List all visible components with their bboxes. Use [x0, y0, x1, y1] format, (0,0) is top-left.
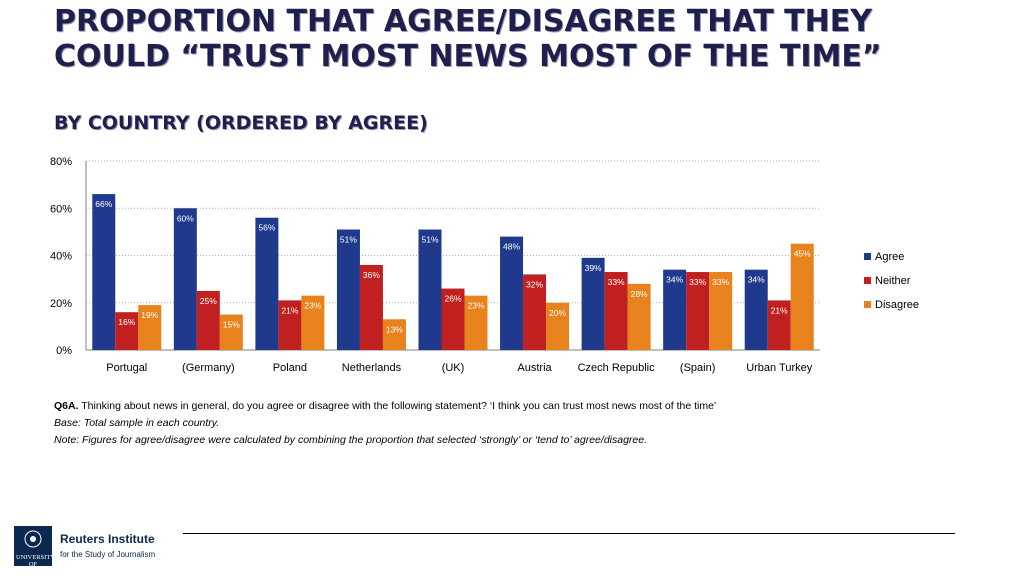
- bar-disagree: [138, 305, 162, 350]
- oxford-crest-icon: UNIVERSITY OF OXFORD: [14, 526, 55, 575]
- data-label: 51%: [421, 235, 438, 245]
- slide-title: PROPORTION THAT AGREE/DISAGREE THAT THEY…: [54, 4, 882, 74]
- data-label: 25%: [200, 296, 217, 306]
- data-label: 19%: [141, 310, 158, 320]
- bar-disagree: [382, 319, 406, 350]
- data-label: 28%: [631, 289, 648, 299]
- legend-label-disagree: Disagree: [875, 299, 919, 311]
- data-label: 33%: [689, 277, 706, 287]
- y-tick-label: 40%: [50, 251, 72, 263]
- bar-neither: [604, 272, 628, 350]
- legend-label-neither: Neither: [875, 275, 911, 287]
- bar-neither: [278, 300, 302, 350]
- y-tick-label: 60%: [50, 203, 72, 215]
- bar-disagree: [790, 243, 814, 350]
- bar-agree: [418, 229, 442, 350]
- chart-notes: Q6A. Thinking about news in general, do …: [54, 398, 716, 449]
- x-tick-label: (Spain): [680, 362, 715, 374]
- bar-neither: [196, 290, 220, 350]
- legend-swatch-neither: [864, 277, 871, 284]
- legend-label-agree: Agree: [875, 251, 904, 263]
- bar-agree: [173, 208, 197, 350]
- x-tick-label: Czech Republic: [578, 362, 656, 374]
- y-tick-label: 0%: [56, 345, 72, 357]
- data-label: 15%: [223, 320, 240, 330]
- x-tick-label: Poland: [273, 362, 307, 374]
- data-label: 48%: [503, 242, 520, 252]
- data-label: 16%: [118, 317, 135, 327]
- legend-swatch-agree: [864, 253, 871, 260]
- data-label: 39%: [585, 263, 602, 273]
- data-label: 66%: [95, 199, 112, 209]
- data-label: 21%: [281, 305, 298, 315]
- question-text: Q6A. Thinking about news in general, do …: [54, 398, 716, 415]
- bar-neither: [359, 264, 383, 350]
- data-label: 32%: [526, 279, 543, 289]
- legend-swatch-disagree: [864, 301, 871, 308]
- y-tick-label: 80%: [50, 156, 72, 168]
- bar-neither: [686, 272, 710, 350]
- data-label: 23%: [304, 301, 321, 311]
- crest-text: UNIVERSITY OF OXFORD: [16, 554, 55, 575]
- data-label: 56%: [258, 223, 275, 233]
- data-label: 23%: [467, 301, 484, 311]
- bar-neither: [767, 300, 791, 350]
- data-label: 51%: [340, 235, 357, 245]
- data-label: 45%: [794, 249, 811, 259]
- bar-disagree: [546, 302, 570, 350]
- footer-divider: [183, 533, 955, 534]
- x-tick-label: (Germany): [182, 362, 235, 374]
- data-label: 33%: [712, 277, 729, 287]
- bar-agree: [744, 269, 768, 350]
- data-label: 60%: [177, 213, 194, 223]
- bar-disagree: [709, 272, 733, 350]
- x-tick-label: Portugal: [106, 362, 147, 374]
- y-tick-label: 20%: [50, 298, 72, 310]
- data-label: 34%: [748, 275, 765, 285]
- bar-agree: [255, 217, 279, 350]
- x-tick-label: Austria: [517, 362, 552, 374]
- bar-agree: [581, 257, 605, 350]
- bar-neither: [441, 288, 465, 350]
- bar-chart: 0% 20% 40% 60% 80% 66% 16% 19% Portugal 60% 25% 15%…: [50, 156, 919, 374]
- bar-agree: [663, 269, 687, 350]
- base-note: Base: Total sample in each country.: [54, 417, 220, 429]
- slide-subtitle: BY COUNTRY (ORDERED BY AGREE): [54, 112, 428, 134]
- bar-agree: [500, 236, 524, 350]
- data-label: 21%: [771, 305, 788, 315]
- x-tick-label: Urban Turkey: [746, 362, 813, 374]
- x-tick-label: Netherlands: [342, 362, 402, 374]
- data-label: 34%: [666, 275, 683, 285]
- data-label: 33%: [608, 277, 625, 287]
- question-label: Q6A.: [54, 400, 79, 412]
- data-label: 36%: [363, 270, 380, 280]
- data-label: 13%: [386, 324, 403, 334]
- bar-agree: [92, 194, 116, 350]
- question-body: Thinking about news in general, do you a…: [78, 400, 717, 412]
- brand-name: Reuters Institute: [60, 532, 155, 546]
- bar-disagree: [464, 295, 488, 350]
- x-tick-label: (UK): [442, 362, 465, 374]
- bar-disagree: [627, 283, 651, 350]
- data-label: 26%: [444, 294, 461, 304]
- bar-disagree: [301, 295, 325, 350]
- reuters-institute-logo: UNIVERSITY OF OXFORD Reuters Institute f…: [14, 526, 174, 575]
- bar-neither: [523, 274, 547, 350]
- bar-neither: [115, 312, 139, 350]
- data-label: 20%: [549, 308, 566, 318]
- brand-subtitle: for the Study of Journalism: [60, 550, 156, 559]
- bar-agree: [336, 229, 360, 350]
- bar-disagree: [219, 314, 243, 350]
- calculation-note: Note: Figures for agree/disagree were ca…: [54, 434, 648, 446]
